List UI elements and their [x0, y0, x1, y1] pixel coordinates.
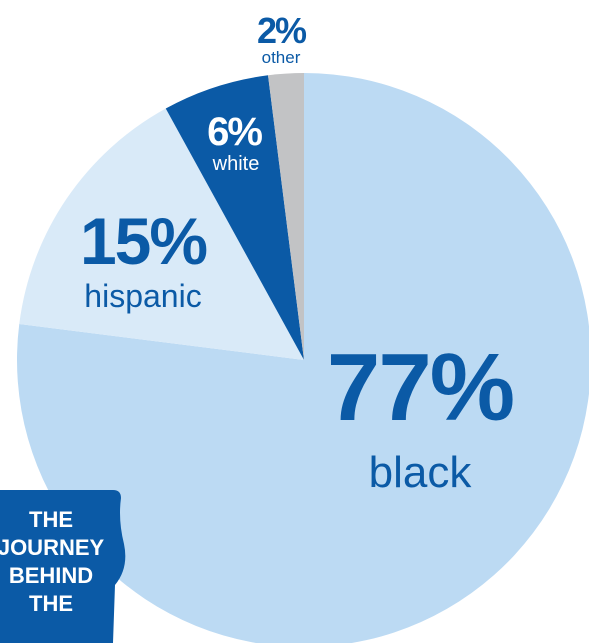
pie-labels: 77% black 15% hispanic 6% white 2% other: [80, 10, 515, 497]
pie-slice-white: [165, 75, 304, 360]
slice-category-label-white: white: [212, 153, 260, 175]
slice-value-label-black: 77%: [327, 334, 513, 441]
pie-slice-hispanic: [19, 108, 304, 360]
pie-slices: [17, 73, 589, 643]
slice-category-label-hispanic: hispanic: [84, 278, 201, 314]
slice-category-label-black: black: [369, 448, 473, 497]
slice-value-label-white: 6%: [207, 110, 262, 154]
slice-value-label-hispanic: 15%: [80, 204, 206, 278]
pie-slice-other: [268, 73, 304, 360]
slice-value-label-other: 2%: [257, 10, 307, 51]
pie-slice-black: [17, 73, 589, 643]
slice-category-label-other: other: [262, 48, 301, 67]
